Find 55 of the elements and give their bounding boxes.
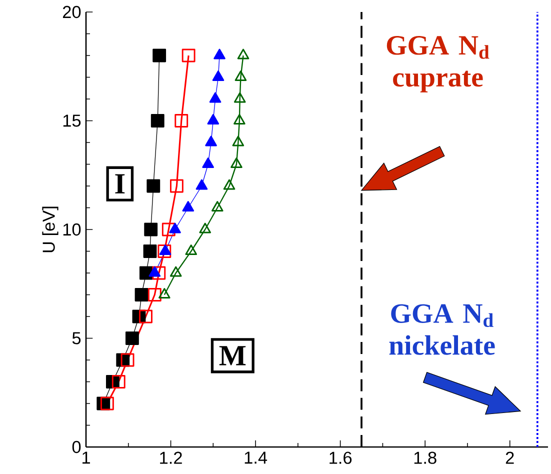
point (185, 244, 198, 255)
annotation: I (115, 174, 125, 194)
point (234, 114, 246, 124)
x-tick-label: 1.4 (244, 452, 268, 464)
point (139, 310, 152, 324)
point (158, 288, 170, 298)
point (232, 136, 244, 146)
point (146, 179, 160, 193)
point (234, 70, 247, 81)
y-tick-label: 0 (72, 440, 81, 454)
point (209, 92, 222, 103)
point (169, 222, 181, 234)
point (237, 48, 250, 60)
annotation: M (219, 346, 246, 366)
point (152, 266, 166, 280)
point (134, 288, 148, 302)
point (234, 92, 246, 103)
y-axis-title: U [eV] (42, 206, 58, 252)
x-tick-label: 1.6 (330, 452, 352, 464)
point (223, 179, 236, 190)
point (148, 288, 162, 302)
point (162, 222, 176, 236)
point (230, 158, 242, 168)
point (143, 244, 157, 258)
point (125, 332, 139, 345)
point (199, 222, 212, 234)
y-tick-label: 10 (63, 223, 81, 236)
point (182, 201, 194, 212)
point (112, 375, 126, 388)
point (150, 114, 164, 128)
ref-line-label: GGA N$_{d}$ cuprate (386, 36, 490, 92)
point (144, 222, 158, 236)
ref-line-label: GGA N$_{d}$ nickelate (389, 304, 495, 355)
point (205, 136, 217, 146)
point (120, 353, 134, 367)
y-tick-label: 5 (72, 332, 81, 344)
point (212, 70, 224, 81)
point (159, 244, 172, 255)
point (196, 179, 208, 190)
point (202, 158, 214, 168)
point (174, 114, 188, 128)
point (207, 114, 220, 124)
x-tick-label: 1 (82, 452, 90, 464)
y-tick-label: 15 (63, 114, 81, 127)
x-tick-label: 1.8 (414, 452, 436, 464)
x-tick-label: 1.2 (160, 452, 182, 464)
point (148, 266, 161, 277)
point (100, 396, 114, 410)
point (214, 48, 226, 60)
x-tick-label: 2 (506, 452, 514, 464)
point (211, 201, 224, 212)
point (170, 266, 182, 277)
point (170, 179, 184, 193)
point (158, 244, 172, 258)
y-tick-label: 20 (62, 6, 81, 18)
